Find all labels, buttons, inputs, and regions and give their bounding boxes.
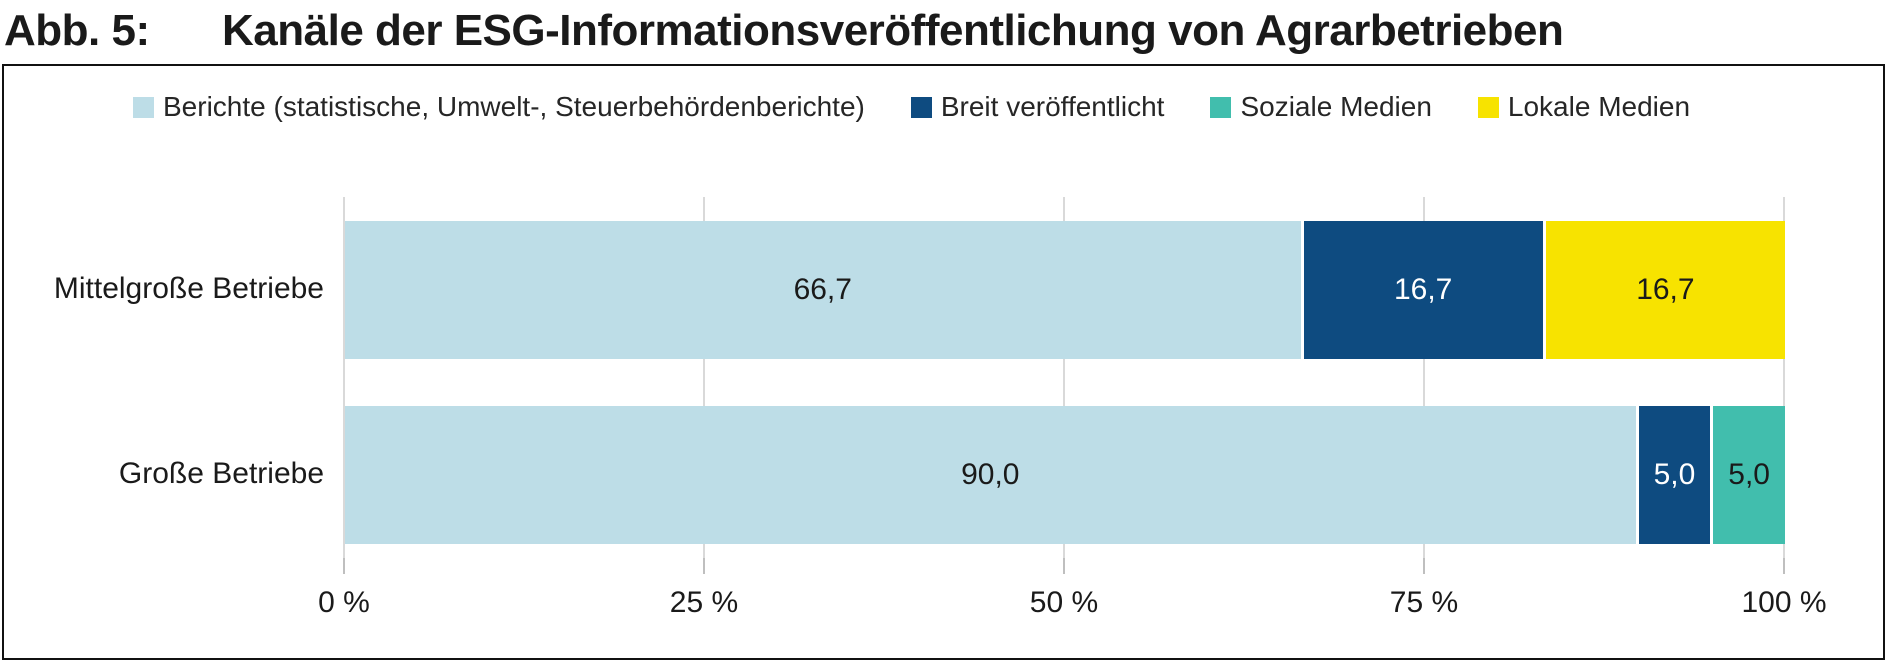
chart-frame: Berichte (statistische, Umwelt-, Steuerb… xyxy=(2,64,1885,660)
x-tick-label: 50 % xyxy=(1029,586,1099,619)
legend-label: Berichte (statistische, Umwelt-, Steuerb… xyxy=(163,91,865,122)
legend-swatch-icon xyxy=(1477,96,1499,118)
legend-item-2: Soziale Medien xyxy=(1210,91,1432,123)
tick-mark-100 xyxy=(1783,558,1785,574)
legend-item-1: Breit veröffentlicht xyxy=(910,91,1165,123)
legend-swatch-icon xyxy=(133,96,154,118)
legend-item-3: Lokale Medien xyxy=(1477,91,1691,123)
bar-segment: 16,7 xyxy=(1300,221,1543,359)
gridline-50 xyxy=(1063,197,1065,558)
legend-label: Lokale Medien xyxy=(1507,91,1691,122)
tick-mark-0 xyxy=(343,558,345,574)
chart-legend: Berichte (statistische, Umwelt-, Steuerb… xyxy=(133,91,1691,123)
legend-label: Breit veröffentlicht xyxy=(940,91,1165,122)
bar-segment: 5,0 xyxy=(1710,406,1785,544)
x-tick-label: 25 % xyxy=(669,586,739,619)
bar-value-label: 16,7 xyxy=(1393,273,1453,306)
category-label-0: Mittelgroße Betriebe xyxy=(53,272,324,305)
x-tick-label: 0 % xyxy=(318,586,370,619)
bar-value-label: 5,0 xyxy=(1653,458,1696,491)
bar-row-1: 90,0 5,0 5,0 xyxy=(345,406,1785,544)
x-tick-label: 75 % xyxy=(1389,586,1459,619)
legend-swatch-icon xyxy=(1210,96,1232,118)
bar-segment: 5,0 xyxy=(1635,406,1711,544)
bar-value-label: 16,7 xyxy=(1636,273,1695,306)
tick-mark-75 xyxy=(1423,558,1425,574)
bar-segment: 90,0 xyxy=(345,406,1636,544)
bar-row-0: 66,7 16,7 16,7 xyxy=(345,221,1785,359)
bar-value-label: 5,0 xyxy=(1728,458,1770,491)
bar-segment: 16,7 xyxy=(1542,221,1785,359)
gridline-75 xyxy=(1423,197,1425,558)
legend-label: Soziale Medien xyxy=(1240,91,1432,122)
legend-swatch-icon xyxy=(910,96,932,118)
tick-mark-25 xyxy=(703,558,705,574)
figure-number: Abb. 5: xyxy=(4,6,150,55)
figure-title: Kanäle der ESG-Informationsveröffentlich… xyxy=(222,6,1564,55)
figure-title-row: Abb. 5: Kanäle der ESG-Informationsveröf… xyxy=(0,6,1890,60)
tick-mark-50 xyxy=(1063,558,1065,574)
category-label-1: Große Betriebe xyxy=(118,457,324,490)
gridline-100 xyxy=(1783,197,1785,558)
x-tick-label: 100 % xyxy=(1741,586,1827,619)
bar-segment: 66,7 xyxy=(345,221,1301,359)
bar-value-label: 90,0 xyxy=(961,458,1020,491)
bar-value-label: 66,7 xyxy=(793,273,852,306)
gridline-25 xyxy=(703,197,705,558)
legend-item-0: Berichte (statistische, Umwelt-, Steuerb… xyxy=(133,91,865,123)
gridline-0 xyxy=(343,197,345,558)
